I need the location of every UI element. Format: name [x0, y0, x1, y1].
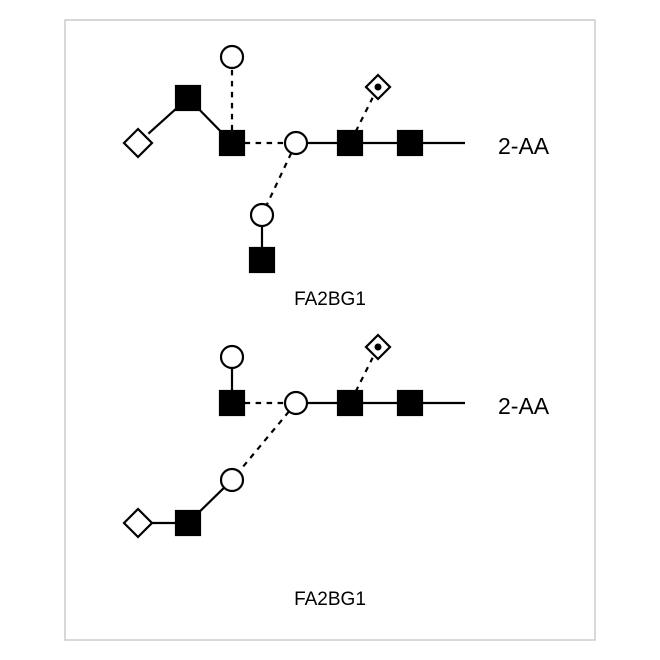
tag-label: 2-AA	[498, 393, 550, 419]
bond-dashed	[356, 358, 373, 392]
glycan-structure: 2-AA FA2BG1	[124, 46, 550, 310]
glycan-structure: 2-AA FA2BG1	[124, 335, 550, 610]
mannose-circle	[251, 204, 273, 226]
tag-label: 2-AA	[498, 133, 550, 159]
glcnac-square	[220, 391, 244, 415]
structure-caption: FA2BG1	[294, 289, 366, 310]
glcnac-square	[176, 86, 200, 110]
mannose-circle	[221, 46, 243, 68]
nodes	[124, 46, 422, 272]
bond-dashed	[267, 153, 292, 205]
bond-solid	[148, 106, 178, 133]
structure-caption: FA2BG1	[294, 589, 366, 610]
glcnac-square	[220, 131, 244, 155]
galactose-diamond	[124, 129, 152, 157]
fucose-dot	[375, 344, 382, 351]
panel-border	[65, 20, 595, 640]
mannose-circle	[285, 392, 307, 414]
glcnac-square	[176, 511, 200, 535]
mannose-circle	[221, 346, 243, 368]
glcnac-square	[398, 131, 422, 155]
glycan-diagram: 2-AA FA2BG1 2-AA FA2BG1	[0, 0, 660, 660]
mannose-circle	[221, 469, 243, 491]
mannose-circle	[285, 132, 307, 154]
glcnac-square	[398, 391, 422, 415]
glcnac-square	[338, 131, 362, 155]
galactose-diamond	[124, 509, 152, 537]
edges	[152, 358, 465, 523]
nodes	[124, 335, 422, 537]
glcnac-square	[338, 391, 362, 415]
bond-dashed	[239, 411, 289, 471]
glcnac-square	[250, 248, 274, 272]
bond-dashed	[356, 98, 373, 132]
fucose-dot	[375, 84, 382, 91]
